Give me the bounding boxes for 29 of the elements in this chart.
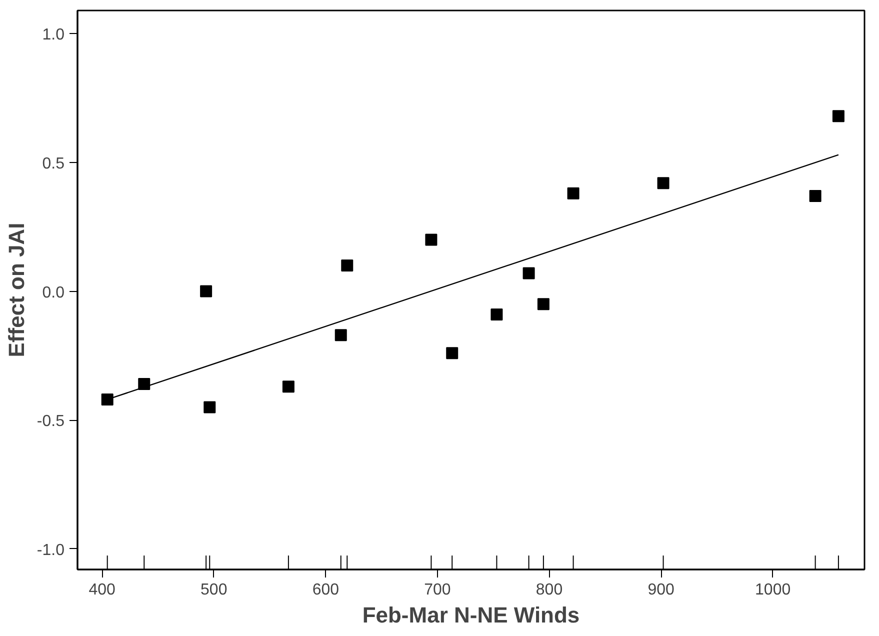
y-tick-label: -1.0	[36, 542, 65, 559]
point	[204, 401, 216, 414]
x-tick-label: 900	[648, 582, 674, 598]
x-tick-label: 1000	[755, 582, 791, 598]
point	[282, 380, 294, 393]
point	[200, 285, 212, 298]
point	[522, 267, 535, 280]
y-axis-title: Effect on JAI	[4, 222, 29, 358]
x-tick-label: 800	[536, 582, 563, 598]
y-tick-label: 0.0	[42, 284, 65, 302]
x-tick-label: 400	[88, 582, 116, 598]
point	[537, 298, 550, 310]
point	[341, 260, 354, 272]
point	[334, 329, 347, 342]
point	[490, 308, 503, 320]
y-tick-label: 0.5	[42, 155, 65, 172]
x-tick-label: 600	[312, 582, 340, 598]
point	[567, 187, 580, 200]
x-axis-title: Feb-Mar N-NE Winds	[362, 602, 580, 628]
point	[832, 110, 844, 122]
y-tick-label: -0.5	[36, 413, 65, 430]
point	[809, 190, 822, 202]
x-tick-label: 500	[200, 582, 228, 598]
y-tick-label: 1.0	[42, 26, 65, 44]
point	[425, 234, 438, 246]
point	[657, 177, 670, 190]
x-tick-label: 700	[424, 582, 451, 598]
point	[101, 393, 114, 406]
point	[446, 347, 458, 360]
